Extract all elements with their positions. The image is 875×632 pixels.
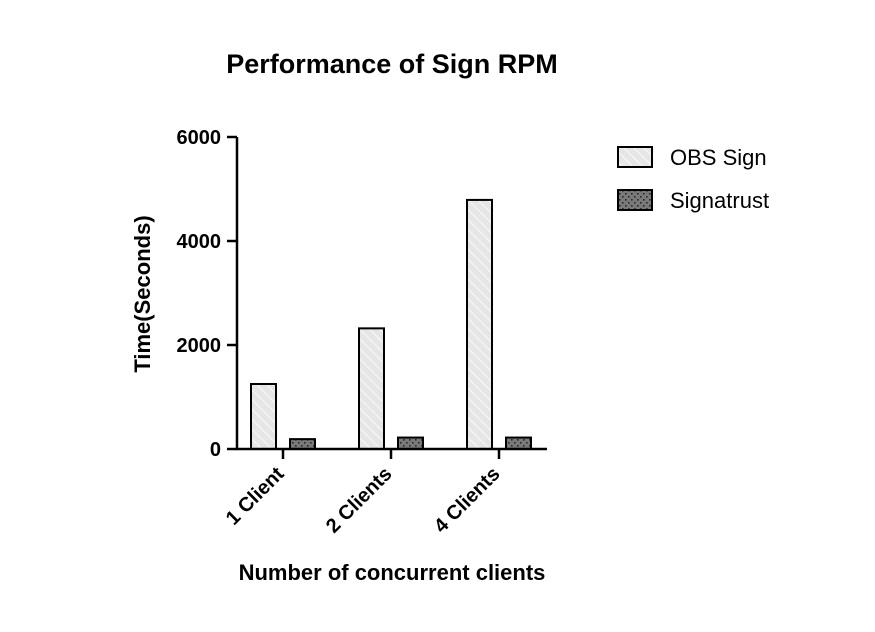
y-tick-label: 2000 bbox=[177, 335, 222, 357]
legend: OBS Sign Signatrust bbox=[617, 145, 769, 213]
y-tick-label: 4000 bbox=[177, 231, 222, 253]
x-axis-title: Number of concurrent clients bbox=[239, 560, 546, 585]
y-tick-label: 0 bbox=[210, 439, 221, 461]
bar-signatrust-1 bbox=[289, 438, 316, 450]
legend-swatch-obs-sign bbox=[617, 146, 653, 168]
legend-swatch-signatrust bbox=[617, 189, 653, 211]
y-axis-title: Time(Seconds) bbox=[130, 215, 155, 372]
legend-label-signatrust: Signatrust bbox=[670, 188, 769, 213]
plot-area: 0 2000 4000 6000 1 Client 2 Clients 4 Clients bbox=[177, 127, 547, 538]
bar-obs-sign-1 bbox=[250, 383, 277, 450]
x-tick-label: 4 Clients bbox=[430, 463, 505, 538]
legend-label-obs-sign: OBS Sign bbox=[670, 145, 767, 170]
x-tick-label: 1 Client bbox=[222, 463, 289, 530]
chart-title: Performance of Sign RPM bbox=[226, 49, 558, 79]
y-tick-label: 6000 bbox=[177, 127, 222, 149]
bar-signatrust-2 bbox=[397, 436, 424, 450]
bar-signatrust-3 bbox=[505, 436, 532, 450]
bar-obs-sign-3 bbox=[466, 198, 493, 450]
bar-obs-sign-2 bbox=[358, 327, 385, 450]
x-tick-label: 2 Clients bbox=[322, 463, 397, 538]
